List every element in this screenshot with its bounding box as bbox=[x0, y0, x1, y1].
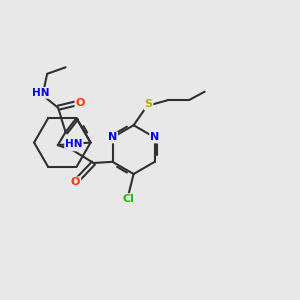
Text: Cl: Cl bbox=[122, 194, 134, 204]
Text: N: N bbox=[108, 132, 117, 142]
Text: N: N bbox=[150, 132, 159, 142]
Text: S: S bbox=[145, 99, 152, 110]
Text: HN: HN bbox=[65, 139, 82, 149]
Text: O: O bbox=[71, 177, 80, 187]
Text: S: S bbox=[68, 140, 76, 150]
Text: HN: HN bbox=[32, 88, 49, 98]
Text: O: O bbox=[75, 98, 85, 108]
